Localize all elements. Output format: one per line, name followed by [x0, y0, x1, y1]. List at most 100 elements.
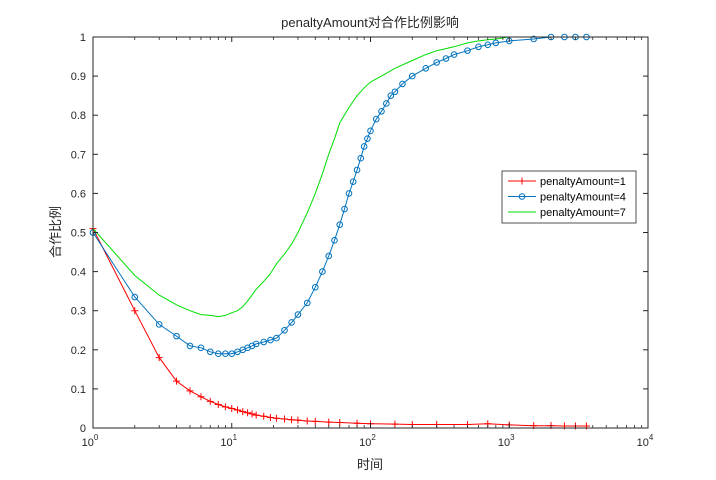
data-point-circle: [131, 293, 139, 301]
x-tick-exponent: 0: [94, 433, 99, 442]
data-point-plus: [228, 404, 236, 412]
legend-marker-plus: [518, 177, 526, 185]
data-point-plus: [197, 393, 205, 401]
series-line: [92, 36, 587, 318]
data-point-plus: [311, 417, 319, 425]
series-line: [92, 36, 587, 355]
plot-area: [93, 37, 648, 428]
x-tick-exponent: 4: [649, 433, 654, 442]
data-point-circle: [383, 100, 390, 107]
data-point-circle: [273, 334, 280, 342]
data-point-plus: [288, 416, 296, 424]
data-point-plus: [260, 412, 268, 420]
data-point-circle: [294, 311, 302, 318]
x-tick-exponent: 2: [371, 433, 376, 442]
data-point-plus: [244, 409, 252, 417]
data-point-circle: [222, 350, 229, 358]
legend-label: penaltyAmount=1: [540, 176, 626, 188]
legend-marker-circle: [518, 193, 526, 200]
data-point-plus: [272, 414, 280, 422]
data-point-circle: [311, 283, 319, 291]
data-point-circle: [281, 326, 288, 334]
data-point-circle: [464, 47, 471, 54]
y-tick-label: 0.6: [71, 188, 86, 200]
y-tick-label: 0: [80, 423, 86, 435]
data-point-plus: [252, 411, 260, 419]
data-point-circle: [173, 332, 180, 340]
data-point-plus: [294, 416, 302, 424]
y-tick-label: 0.5: [71, 228, 86, 240]
data-point-circle: [360, 143, 368, 150]
series-3: [92, 36, 587, 318]
x-tick-label: 101: [220, 433, 237, 449]
data-point-circle: [186, 342, 194, 350]
data-point-plus: [391, 420, 399, 428]
data-point-plus: [325, 418, 333, 426]
data-point-plus: [173, 377, 181, 385]
series-1: [89, 225, 590, 430]
data-point-circle: [319, 268, 326, 275]
data-point-plus: [206, 397, 214, 405]
data-point-circle: [206, 348, 214, 356]
data-point-circle: [331, 237, 338, 244]
x-tick-exponent: 1: [233, 433, 238, 442]
data-point-circle: [408, 72, 416, 80]
legend: penaltyAmount=1 penaltyAmount=4 penaltyAmo…: [501, 170, 637, 224]
data-point-circle: [357, 154, 365, 162]
x-tick-base: 10: [637, 437, 649, 449]
data-point-circle: [252, 340, 260, 348]
y-tick-label: 0.8: [71, 110, 86, 122]
data-point-plus: [186, 387, 194, 395]
data-point-circle: [484, 41, 492, 49]
data-point-plus: [281, 415, 289, 423]
data-point-circle: [422, 64, 430, 72]
data-point-plus: [155, 354, 163, 362]
y-axis-label: 合作比例: [48, 206, 63, 258]
data-point-circle: [364, 135, 371, 142]
data-point-circle: [336, 221, 344, 228]
data-point-plus: [131, 307, 139, 315]
x-tick-base: 10: [82, 437, 94, 449]
data-point-circle: [433, 59, 441, 66]
y-tick-label: 0.1: [71, 384, 86, 396]
data-point-circle: [450, 51, 458, 58]
data-point-circle: [288, 319, 295, 326]
y-tick-label: 0.4: [71, 267, 86, 279]
data-point-circle: [349, 178, 357, 185]
data-point-plus: [214, 401, 222, 409]
data-point-circle: [197, 344, 205, 352]
y-tick-label: 1: [80, 32, 86, 44]
data-point-circle: [475, 43, 482, 51]
x-tick-base: 10: [498, 437, 510, 449]
x-tick-base: 10: [359, 437, 371, 449]
y-tick-label: 0.9: [71, 71, 86, 83]
data-point-circle: [492, 39, 500, 47]
x-tick-base: 10: [220, 437, 232, 449]
data-point-circle: [303, 299, 311, 307]
x-tick-label: 100: [82, 433, 99, 449]
data-point-circle: [248, 342, 256, 350]
data-point-circle: [399, 80, 406, 88]
data-point-circle: [372, 115, 380, 123]
data-point-circle: [387, 92, 395, 99]
data-point-plus: [266, 413, 274, 421]
x-tick-exponent: 3: [510, 433, 515, 442]
data-point-circle: [228, 350, 236, 358]
chart-title: penaltyAmount对合作比例影响: [281, 15, 459, 30]
data-point-plus: [239, 408, 247, 416]
data-point-circle: [215, 350, 222, 358]
data-point-circle: [442, 55, 450, 62]
data-point-plus: [248, 410, 256, 418]
data-point-plus: [303, 417, 311, 425]
data-point-plus: [336, 419, 344, 427]
data-point-circle: [530, 35, 537, 43]
data-point-plus: [233, 406, 241, 414]
y-tick-label: 0.3: [71, 306, 86, 318]
y-tick-label: 0.7: [71, 149, 86, 161]
data-point-circle: [391, 88, 399, 96]
data-point-circle: [341, 205, 348, 213]
x-tick-label: 104: [637, 433, 654, 449]
